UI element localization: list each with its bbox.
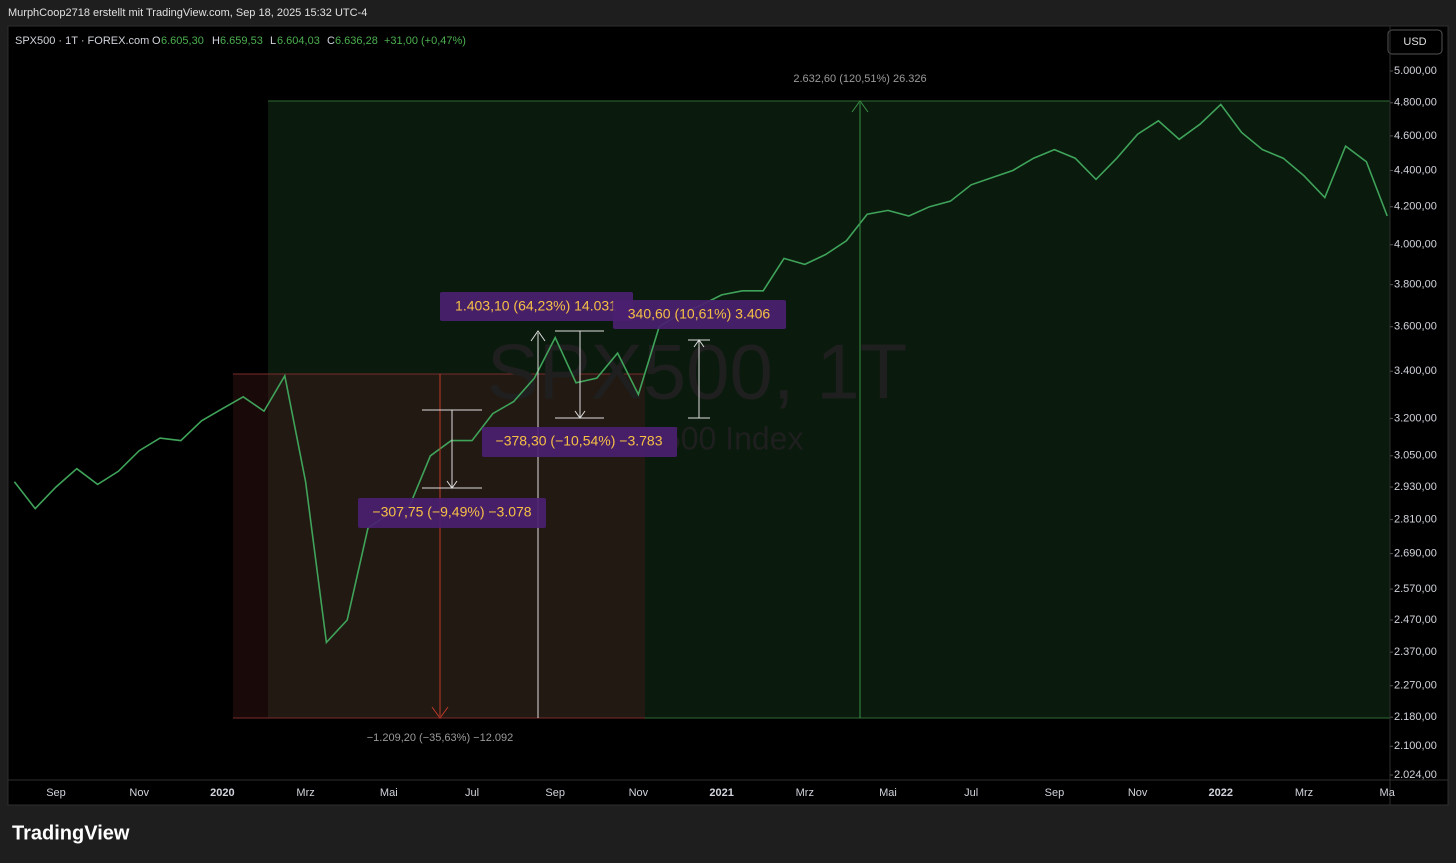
x-tick-label: Nov xyxy=(1128,787,1148,799)
label-box xyxy=(358,498,546,528)
arrowhead xyxy=(851,100,869,113)
x-tick-label: Mrz xyxy=(1295,787,1313,799)
arrowhead xyxy=(431,706,449,719)
x-tick-label: Mrz xyxy=(796,787,814,799)
label-box xyxy=(613,300,786,329)
y-tick-label: 3.600,00 xyxy=(1394,321,1437,333)
y-tick-label: 3.050,00 xyxy=(1394,450,1437,462)
y-tick-label: 2.930,00 xyxy=(1394,481,1437,493)
x-tick-label: Jul xyxy=(465,787,479,799)
ohlc-key: O xyxy=(152,35,161,47)
measure-label: −1.209,20 (−35,63%) −12.092 xyxy=(367,732,513,744)
y-tick-label: 2.024,00 xyxy=(1394,769,1437,781)
measure-label: 1.403,10 (64,23%) 14.031 xyxy=(455,298,617,314)
y-tick-label: 2.180,00 xyxy=(1394,711,1437,723)
y-tick-label: 2.100,00 xyxy=(1394,740,1437,752)
y-tick-label: 4.400,00 xyxy=(1394,164,1437,176)
currency: USD xyxy=(1403,36,1426,48)
y-tick-label: 2.370,00 xyxy=(1394,646,1437,658)
y-tick-label: 2.570,00 xyxy=(1394,583,1437,595)
ohlc-value: 6.604,03 xyxy=(277,35,320,47)
symbol: SPX500 · 1T · FOREX.com xyxy=(15,35,149,47)
y-tick-label: 4.800,00 xyxy=(1394,97,1437,109)
ohlc-value: 6.659,53 xyxy=(220,35,263,47)
crash-region-left xyxy=(233,374,268,718)
logo: TradingView xyxy=(12,822,130,844)
y-tick-label: 2.810,00 xyxy=(1394,513,1437,525)
y-tick-label: 3.400,00 xyxy=(1394,365,1437,377)
measure-label: −378,30 (−10,54%) −3.783 xyxy=(496,433,663,449)
y-tick-label: 3.200,00 xyxy=(1394,412,1437,424)
x-tick-label: Ma xyxy=(1380,787,1396,799)
ohlc-value: 6.636,28 xyxy=(335,35,378,47)
ohlc-key: C xyxy=(327,35,335,47)
measure-label: 2.632,60 (120,51%) 26.326 xyxy=(793,73,926,85)
brackets xyxy=(422,330,710,489)
x-tick-label: Mai xyxy=(879,787,897,799)
credit: MurphCoop2718 erstellt mit TradingView.c… xyxy=(8,7,367,19)
x-tick-label: Jul xyxy=(964,787,978,799)
label-box xyxy=(482,427,677,457)
x-tick-label: Sep xyxy=(1045,787,1065,799)
bracket xyxy=(688,339,710,419)
legend: SPX500 · 1T · FOREX.com O 6.605,30 H 6.6… xyxy=(15,35,466,47)
x-tick-label: 2021 xyxy=(709,787,733,799)
y-tick-label: 2.270,00 xyxy=(1394,680,1437,692)
x-tick-label: Sep xyxy=(545,787,565,799)
y-tick-label: 4.200,00 xyxy=(1394,201,1437,213)
x-tick-label: Nov xyxy=(629,787,649,799)
y-tick-label: 4.600,00 xyxy=(1394,130,1437,142)
x-tick-label: Sep xyxy=(46,787,66,799)
ohlc-value: 6.605,30 xyxy=(161,35,204,47)
change: +31,00 (+0,47%) xyxy=(384,35,466,47)
bracket xyxy=(555,330,604,419)
arrowhead xyxy=(530,330,546,342)
x-tick-label: Mai xyxy=(380,787,398,799)
y-tick-label: 5.000,00 xyxy=(1394,65,1437,77)
measure-label: 340,60 (10,61%) 3.406 xyxy=(628,306,771,322)
y-tick-label: 4.000,00 xyxy=(1394,239,1437,251)
bracket xyxy=(422,409,482,489)
x-tick-label: 2022 xyxy=(1209,787,1233,799)
ohlc-key: H xyxy=(212,35,220,47)
x-tick-label: Nov xyxy=(129,787,149,799)
ohlc-key: L xyxy=(270,35,276,47)
y-tick-label: 2.690,00 xyxy=(1394,547,1437,559)
y-tick-label: 3.800,00 xyxy=(1394,279,1437,291)
label-box xyxy=(440,292,633,321)
measure-label: −307,75 (−9,49%) −3.078 xyxy=(372,504,531,520)
x-tick-label: 2020 xyxy=(210,787,234,799)
y-tick-label: 2.470,00 xyxy=(1394,614,1437,626)
watermark-title: SPX500, 1T xyxy=(487,328,908,416)
x-tick-label: Mrz xyxy=(296,787,314,799)
currency-button[interactable] xyxy=(1387,29,1443,55)
